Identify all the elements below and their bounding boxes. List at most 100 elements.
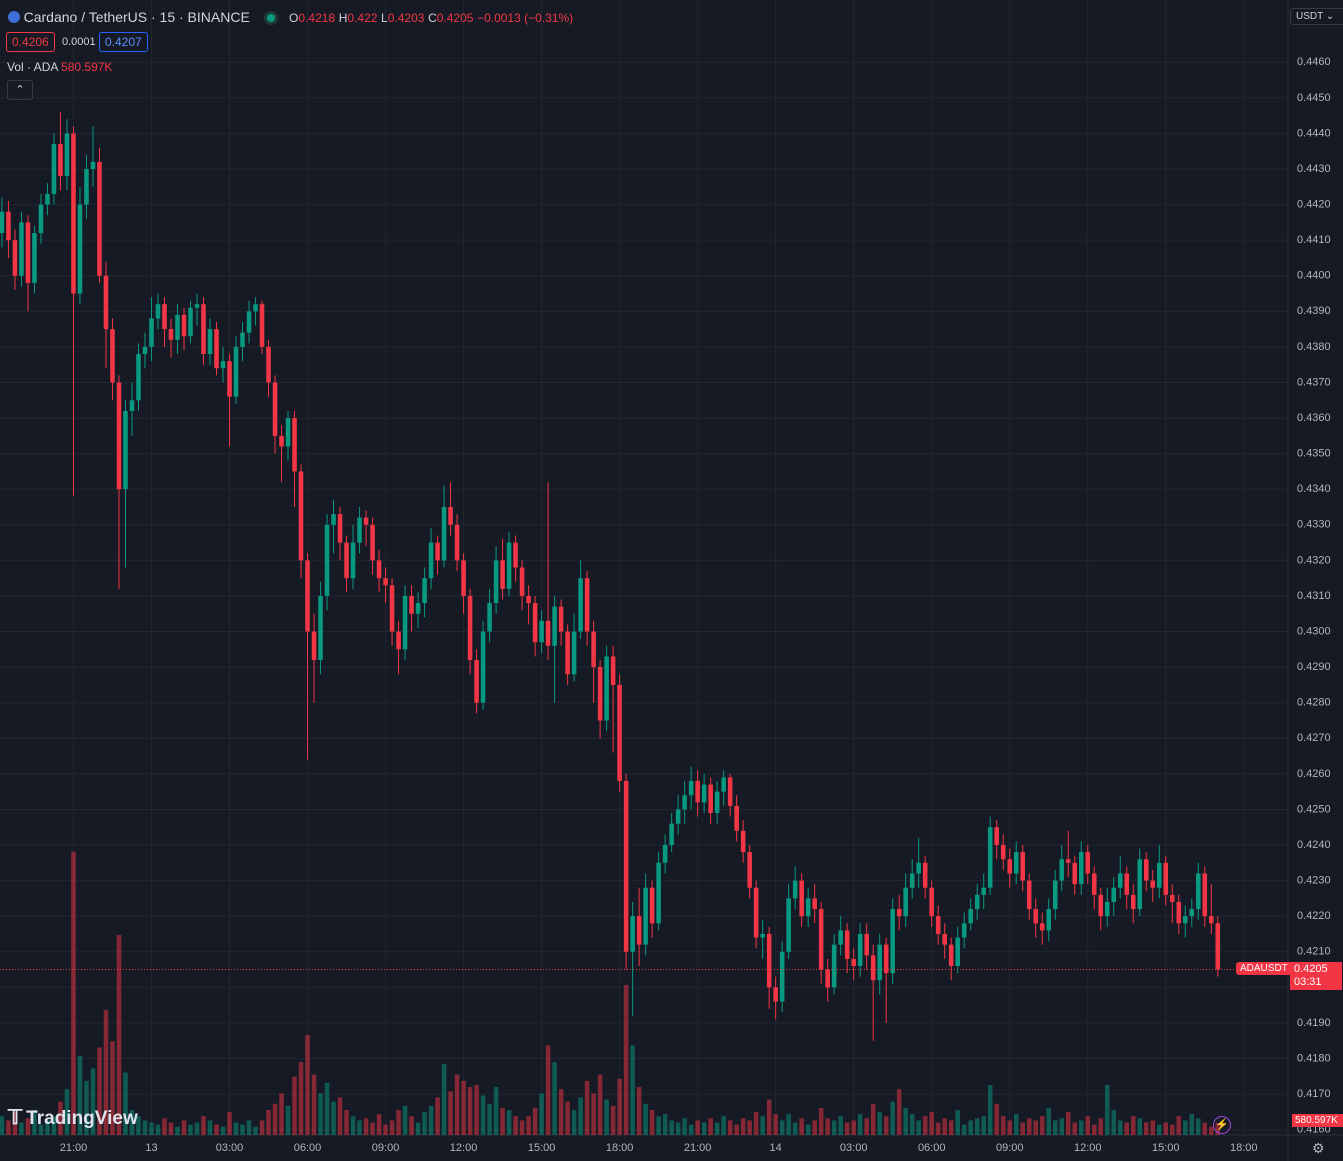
volume-bar (734, 1124, 739, 1135)
candle-body (1143, 859, 1149, 881)
candle-body (623, 780, 629, 952)
spread: 0.0001 (62, 36, 96, 48)
candle-body (227, 361, 232, 397)
candle-body (630, 916, 635, 952)
volume-bar (760, 1116, 765, 1135)
volume-bar (955, 1110, 960, 1135)
volume-bar (246, 1120, 252, 1135)
symbol-name[interactable]: Cardano / TetherUS · 15 · BINANCE (23, 9, 250, 25)
candle-body (513, 542, 518, 568)
volume-bar (500, 1107, 505, 1135)
candle-body (188, 307, 193, 337)
volume-bar (363, 1118, 369, 1135)
volume-bar (1209, 1126, 1214, 1135)
volume-bar (636, 1087, 642, 1135)
buy-price[interactable]: 0.4207 (99, 32, 148, 52)
legend-row: Cardano / TetherUS · 15 · BINANCE O0.421… (8, 9, 573, 25)
currency-button[interactable]: USDT ⌄ (1290, 8, 1343, 25)
volume-bar (415, 1122, 421, 1135)
settings-icon[interactable]: ⚙ (1312, 1140, 1325, 1156)
last-price-tag: 0.4205 03:31 (1290, 962, 1342, 990)
candle-body (116, 382, 122, 490)
volume-bar (831, 1120, 837, 1135)
candle-body (974, 894, 980, 910)
candle-body (6, 211, 11, 241)
volume-bar (1098, 1118, 1104, 1135)
y-tick-label: 0.4340 (1297, 483, 1331, 495)
x-tick-label: 21:00 (60, 1142, 88, 1154)
y-tick-label: 0.4260 (1297, 768, 1331, 780)
volume-bar (1026, 1118, 1032, 1135)
candle-body (929, 887, 934, 917)
candle-body (428, 542, 434, 579)
volume-bar (890, 1101, 895, 1135)
candle-body (805, 898, 811, 917)
alert-icon[interactable]: ⚡ (1213, 1116, 1231, 1134)
candle-body (1091, 873, 1097, 895)
y-tick-label: 0.4330 (1297, 519, 1331, 531)
y-tick-label: 0.4310 (1297, 590, 1331, 602)
volume-bar (110, 1041, 115, 1135)
volume-bar (779, 1120, 785, 1135)
volume-bar (402, 1105, 408, 1135)
volume-bar (1007, 1120, 1012, 1135)
candle-body (64, 133, 70, 177)
candle-body (903, 887, 908, 917)
candle-body (701, 784, 707, 803)
volume-bar (1163, 1122, 1169, 1135)
sell-price[interactable]: 0.4206 (6, 32, 55, 52)
volume-bar (12, 1112, 18, 1135)
y-tick-label: 0.4390 (1297, 305, 1331, 317)
x-tick-label: 12:00 (450, 1142, 478, 1154)
volume-bar (727, 1120, 733, 1135)
volume-bar (584, 1080, 590, 1135)
candle-body (747, 852, 752, 888)
volume-bar (1065, 1112, 1071, 1135)
candle-body (669, 823, 674, 846)
candle-body (38, 204, 44, 234)
candle-body (1150, 880, 1156, 888)
candle-body (994, 827, 999, 846)
volume-bar (994, 1103, 999, 1135)
candle-body (214, 329, 219, 369)
volume-bar (1020, 1122, 1026, 1135)
volume-bar (45, 1120, 50, 1135)
candle-body (799, 880, 804, 917)
volume-bar (292, 1076, 297, 1135)
volume-bar (116, 935, 122, 1135)
volume-bar (1143, 1122, 1149, 1135)
volume-bar (604, 1099, 609, 1135)
candle-body (779, 951, 785, 1002)
volume-bar (64, 1089, 70, 1135)
candle-body (292, 418, 297, 472)
candle-body (1124, 873, 1130, 895)
volume-bar (188, 1124, 193, 1135)
volume-bar (25, 1118, 31, 1135)
candle-body (610, 656, 616, 685)
volume-bar (714, 1122, 720, 1135)
volume-bar (1130, 1116, 1136, 1135)
candle-body (337, 514, 343, 543)
volume-bar (344, 1110, 349, 1135)
candle-body (552, 606, 557, 646)
candle-body (883, 944, 889, 974)
candle-body (162, 304, 167, 330)
volume-bar (1176, 1116, 1182, 1135)
collapse-button[interactable]: ⌃ (7, 80, 33, 100)
volume-bar (1052, 1120, 1058, 1135)
candle-body (773, 987, 778, 1002)
y-tick-label: 0.4280 (1297, 697, 1331, 709)
volume-value: 580.597K (61, 60, 113, 74)
symbol-icon (8, 11, 20, 23)
volume-bar (324, 1082, 330, 1135)
volume-bar (1150, 1120, 1156, 1135)
volume-bar (1196, 1118, 1201, 1135)
candle-body (760, 933, 765, 938)
candle-body (500, 560, 505, 589)
candle-body (253, 304, 258, 312)
candle-body (844, 930, 850, 959)
volume-bar (864, 1118, 869, 1135)
candle-body (298, 471, 304, 561)
